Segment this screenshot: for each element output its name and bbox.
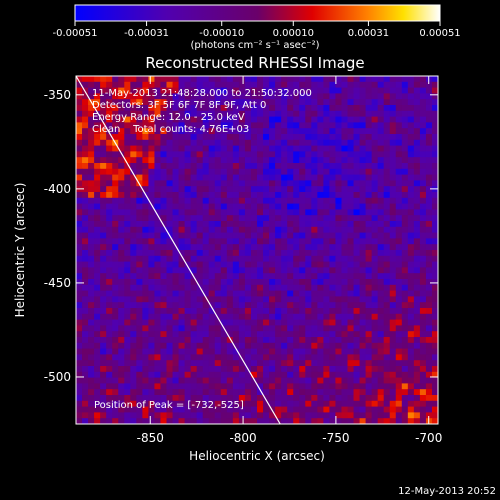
colorbar <box>74 4 441 22</box>
colorbar-tick-label: -0.00051 <box>53 28 98 39</box>
x-tick-label: -700 <box>415 431 442 445</box>
colorbar-tick-label: 0.00010 <box>273 28 314 39</box>
x-axis-label: Heliocentric X (arcsec) <box>189 449 325 463</box>
peak-position-label: Position of Peak = [-732,-525] <box>94 400 244 411</box>
colorbar-units-label: (photons cm⁻² s⁻¹ asec⁻²) <box>190 40 319 51</box>
solar-limb-line <box>76 76 281 424</box>
annotation-time-range: 11-May-2013 21:48:28.000 to 21:50:32.000 <box>92 88 312 99</box>
x-tick-label: -800 <box>229 431 256 445</box>
timestamp: 12-May-2013 20:52 <box>398 486 496 497</box>
y-tick-label: -400 <box>44 182 71 196</box>
y-axis-label: Heliocentric Y (arcsec) <box>13 183 27 318</box>
chart-title: Reconstructed RHESSI Image <box>145 54 364 72</box>
plot-frame <box>75 75 439 425</box>
colorbar-tick-label: -0.00031 <box>124 28 169 39</box>
colorbar-tick-label: 0.00031 <box>348 28 389 39</box>
y-tick-label: -500 <box>44 370 71 384</box>
colorbar-tick-label: 0.00051 <box>419 28 460 39</box>
x-tick-label: -850 <box>137 431 164 445</box>
annotation-clean-counts: Clean Total counts: 4.76E+03 <box>92 124 249 135</box>
annotation-energy-range: Energy Range: 12.0 - 25.0 keV <box>92 112 245 123</box>
y-tick-label: -450 <box>44 276 71 290</box>
annotation-detectors: Detectors: 3F 5F 6F 7F 8F 9F, Att 0 <box>92 100 266 111</box>
heatmap <box>76 76 438 424</box>
x-tick-label: -750 <box>322 431 349 445</box>
colorbar-tick-label: -0.00010 <box>199 28 244 39</box>
y-tick-label: -350 <box>44 88 71 102</box>
